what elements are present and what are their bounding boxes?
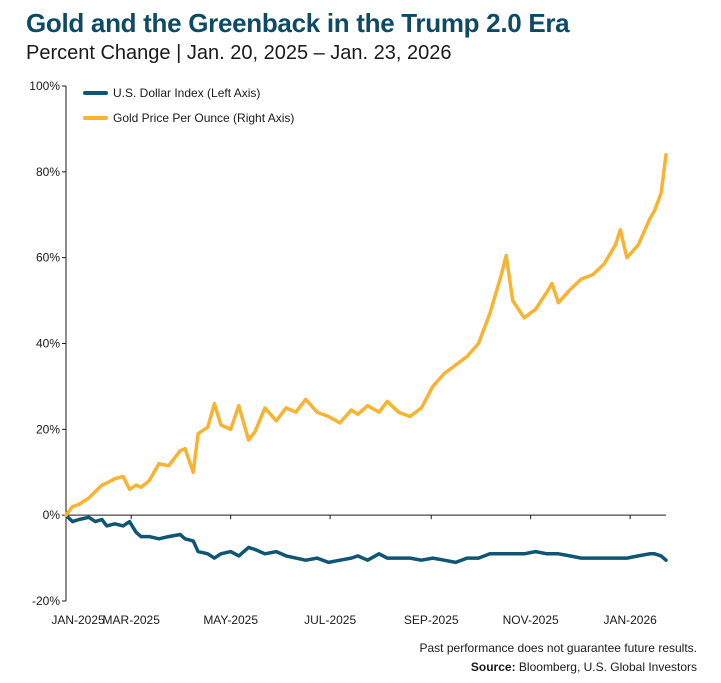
dollar-index-line <box>64 513 668 565</box>
source-label: Source: <box>470 660 516 674</box>
x-tick-label: JAN-2025 <box>51 613 105 627</box>
chart-axes <box>65 86 666 601</box>
x-tick-label: NOV-2025 <box>503 613 559 627</box>
chart-title: Gold and the Greenback in the Trump 2.0 … <box>26 8 570 38</box>
gold-price-line <box>64 152 668 517</box>
y-tick-label: 60% <box>36 251 60 265</box>
y-tick-label: 100% <box>29 79 60 93</box>
source-text: Bloomberg, U.S. Global Investors <box>518 660 697 674</box>
y-axis-ticks: -20% 0% 20% 40% 60% 80% 100% <box>29 79 66 608</box>
x-tick-label: MAY-2025 <box>203 613 258 627</box>
legend-label: U.S. Dollar Index (Left Axis) <box>113 86 260 100</box>
x-tick-label: JAN-2026 <box>603 613 657 627</box>
x-tick-label: MAR-2025 <box>103 613 161 627</box>
series-lines <box>64 152 668 565</box>
legend: U.S. Dollar Index (Left Axis) Gold Price … <box>83 86 294 125</box>
disclaimer: Past performance does not guarantee futu… <box>419 641 698 655</box>
x-tick-label: JUL-2025 <box>304 613 356 627</box>
y-tick-label: -20% <box>32 594 60 608</box>
x-tick-label: SEP-2025 <box>404 613 459 627</box>
source-note: Source: Bloomberg, U.S. Global Investors <box>471 660 697 674</box>
chart-subtitle: Percent Change | Jan. 20, 2025 – Jan. 23… <box>26 42 452 64</box>
y-tick-label: 20% <box>36 422 60 436</box>
legend-label: Gold Price Per Ounce (Right Axis) <box>113 111 294 125</box>
y-tick-label: 80% <box>36 165 60 179</box>
y-tick-label: 0% <box>43 508 61 522</box>
y-tick-label: 40% <box>36 337 60 351</box>
